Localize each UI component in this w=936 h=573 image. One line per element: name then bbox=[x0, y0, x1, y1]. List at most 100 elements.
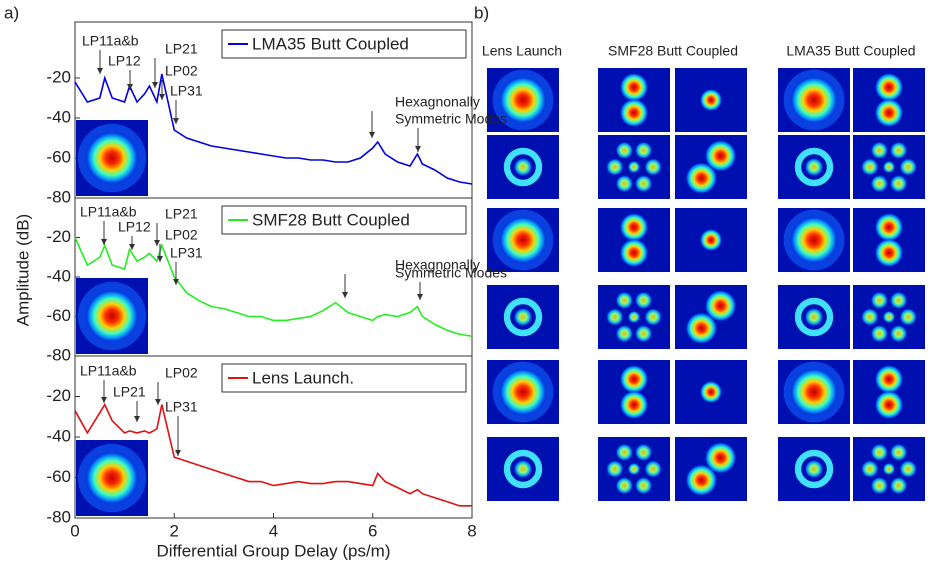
arrow-head bbox=[173, 279, 179, 285]
annotation: Hexagnonally bbox=[395, 257, 480, 273]
arrow-head bbox=[175, 450, 181, 456]
mode-lobe bbox=[619, 98, 649, 128]
mode-lobe bbox=[513, 157, 533, 177]
mode-lobe bbox=[605, 308, 624, 326]
mode-image bbox=[853, 68, 925, 132]
mode-lobe bbox=[685, 162, 718, 195]
mode-lobe bbox=[619, 72, 649, 102]
mode-lobe bbox=[899, 308, 918, 326]
x-tick-label: 0 bbox=[70, 521, 79, 540]
y-tick-label: -40 bbox=[46, 266, 71, 285]
annotation: Symmetric Modes bbox=[395, 111, 507, 127]
series-line bbox=[74, 402, 472, 507]
mode-ring bbox=[503, 449, 543, 489]
y-tick-label: -40 bbox=[46, 107, 71, 126]
mode-lobe bbox=[627, 310, 641, 324]
mode-lobe bbox=[874, 98, 904, 128]
annotation: LP11a&b bbox=[80, 363, 137, 379]
y-tick-label: -80 bbox=[46, 345, 71, 364]
x-tick-label: 4 bbox=[269, 521, 278, 540]
legend-label: SMF28 Butt Coupled bbox=[252, 210, 410, 229]
mode-lobe bbox=[619, 238, 649, 268]
mode-lobe bbox=[889, 324, 908, 343]
mode-lobe bbox=[790, 368, 838, 416]
panel-label: b) bbox=[474, 3, 489, 22]
mode-lobe bbox=[870, 291, 889, 310]
mode-lobe bbox=[644, 158, 663, 176]
y-tick-label: -60 bbox=[46, 147, 71, 166]
mode-lobe bbox=[860, 308, 879, 326]
mode-lobe bbox=[685, 464, 718, 497]
mode-lobe bbox=[513, 459, 533, 479]
annotation: LP11a&b bbox=[82, 33, 139, 49]
annotation: LP02 bbox=[165, 63, 198, 79]
mode-lobe bbox=[627, 462, 641, 476]
x-tick-label: 6 bbox=[368, 521, 377, 540]
mode-image bbox=[487, 135, 559, 199]
annotation: Symmetric Modes bbox=[395, 265, 507, 281]
mode-image bbox=[487, 437, 559, 501]
mode-image bbox=[675, 208, 747, 272]
mode-image bbox=[487, 208, 559, 272]
mode-lobe bbox=[634, 174, 653, 193]
annotation: LP02 bbox=[165, 227, 198, 243]
mode-lobe bbox=[634, 291, 653, 310]
y-tick-label: -20 bbox=[46, 227, 71, 246]
column-title: SMF28 Butt Coupled bbox=[608, 43, 738, 59]
y-tick-label: -20 bbox=[46, 67, 71, 86]
mode-lobe bbox=[889, 291, 908, 310]
arrow-head bbox=[101, 397, 107, 403]
annotation: LP31 bbox=[170, 83, 203, 99]
mode-lobe bbox=[499, 76, 547, 124]
mode-lobe bbox=[699, 380, 723, 404]
mode-ring bbox=[794, 449, 834, 489]
mode-lobe bbox=[634, 476, 653, 495]
mode-lobe bbox=[804, 307, 824, 327]
mode-lobe bbox=[699, 228, 723, 252]
mode-lobe bbox=[615, 324, 634, 343]
mode-image bbox=[598, 135, 670, 199]
arrow-head bbox=[129, 244, 135, 250]
mode-lobe bbox=[899, 158, 918, 176]
legend-label: LMA35 Butt Coupled bbox=[252, 34, 409, 53]
mode-lobe bbox=[644, 460, 663, 478]
arrow-head bbox=[101, 239, 107, 245]
legend-label: Lens Launch. bbox=[252, 368, 354, 387]
arrow-head bbox=[369, 132, 375, 138]
arrow-head bbox=[134, 416, 140, 422]
mode-lobe bbox=[619, 212, 649, 242]
panel-label: a) bbox=[4, 3, 19, 22]
annotation: LP12 bbox=[118, 219, 151, 235]
mode-lobe bbox=[615, 291, 634, 310]
mode-ring bbox=[794, 297, 834, 337]
mode-ring bbox=[503, 297, 543, 337]
mode-lobe bbox=[704, 289, 737, 322]
mode-image bbox=[778, 135, 850, 199]
mode-lobe bbox=[882, 310, 896, 324]
annotation: LP12 bbox=[108, 53, 141, 69]
y-axis-label: Amplitude (dB) bbox=[13, 214, 32, 326]
x-axis-label: Differential Group Delay (ps/m) bbox=[157, 541, 391, 560]
mode-lobe bbox=[874, 364, 904, 394]
mode-lobe bbox=[704, 441, 737, 474]
mode-image bbox=[487, 68, 559, 132]
series-line bbox=[74, 237, 473, 338]
mode-image bbox=[598, 360, 670, 424]
annotation: LP02 bbox=[165, 365, 198, 381]
mode-image bbox=[853, 135, 925, 199]
y-tick-label: -80 bbox=[46, 187, 71, 206]
mode-lobe bbox=[860, 460, 879, 478]
x-tick-label: 2 bbox=[170, 521, 179, 540]
mode-image bbox=[853, 437, 925, 501]
mode-lobe bbox=[790, 76, 838, 124]
mode-image bbox=[778, 360, 850, 424]
mode-lobe bbox=[499, 368, 547, 416]
annotation: LP21 bbox=[165, 206, 198, 222]
column-title: LMA35 Butt Coupled bbox=[786, 43, 915, 59]
column-title: Lens Launch bbox=[482, 43, 562, 59]
mode-lobe bbox=[790, 216, 838, 264]
x-tick-label: 8 bbox=[467, 521, 476, 540]
mode-lobe bbox=[619, 390, 649, 420]
arrow-head bbox=[155, 399, 161, 405]
mode-lobe bbox=[860, 158, 879, 176]
